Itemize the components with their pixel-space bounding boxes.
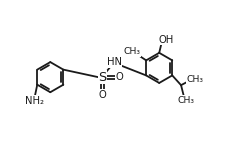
Text: HN: HN [106, 57, 121, 67]
Text: CH₃: CH₃ [187, 75, 204, 84]
Text: NH₂: NH₂ [25, 96, 44, 106]
Text: O: O [98, 90, 106, 100]
Text: OH: OH [158, 35, 173, 45]
Text: CH₃: CH₃ [178, 96, 195, 105]
Text: CH₃: CH₃ [124, 47, 141, 56]
Text: O: O [115, 72, 123, 82]
Text: S: S [98, 71, 106, 84]
